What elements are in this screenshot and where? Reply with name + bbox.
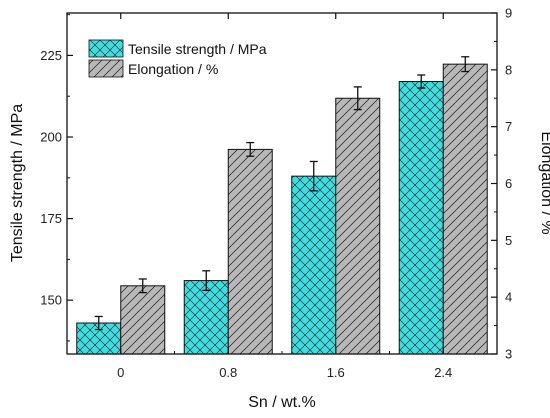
- right-tick-label: 8: [505, 62, 512, 77]
- legend-swatch-elongation: [88, 59, 124, 78]
- x-tick-label: 1.6: [327, 365, 345, 380]
- x-tick-label: 0: [117, 365, 124, 380]
- bar-elongation-2.4: [442, 63, 488, 355]
- left-axis-title: Tensile strength / MPa: [9, 104, 26, 262]
- bar-elongation-1.6: [335, 97, 381, 355]
- error-bar-elongation-0: [138, 278, 147, 294]
- x-axis-title: Sn / wt.%: [248, 394, 316, 411]
- right-tick-label: 5: [505, 233, 512, 248]
- right-axis-title: Elongation / %: [538, 131, 550, 234]
- error-bar-elongation-0.8: [246, 141, 255, 157]
- left-axis: 150 175 200 225: [40, 14, 73, 342]
- error-bar-tensile-1.6: [309, 160, 318, 192]
- legend-label-elongation: Elongation / %: [128, 61, 218, 77]
- x-tick-label: 2.4: [434, 365, 452, 380]
- legend-swatch-tensile: [88, 39, 124, 58]
- error-bars-layer: [94, 56, 470, 331]
- error-bar-elongation-2.4: [461, 56, 470, 73]
- bar-tensile-1.6: [291, 175, 337, 355]
- error-bar-tensile-0: [94, 315, 103, 331]
- error-bar-elongation-1.6: [353, 86, 362, 111]
- bar-tensile-0.8: [183, 280, 229, 355]
- left-tick-label: 175: [40, 211, 62, 226]
- right-tick-label: 3: [505, 347, 512, 362]
- right-tick-label: 6: [505, 176, 512, 191]
- error-bar-tensile-0.8: [202, 270, 211, 292]
- right-axis: 3 4 5 6 7 8 9: [491, 6, 512, 362]
- left-tick-label: 225: [40, 48, 62, 63]
- legend: Tensile strength / MPa Elongation / %: [88, 39, 267, 78]
- bar-tensile-2.4: [398, 81, 444, 355]
- x-axis: 0 0.8 1.6 2.4: [117, 13, 452, 380]
- left-tick-label: 200: [40, 130, 62, 145]
- error-bar-tensile-2.4: [417, 74, 426, 89]
- legend-label-tensile: Tensile strength / MPa: [128, 41, 267, 57]
- right-tick-label: 9: [505, 6, 512, 21]
- right-tick-label: 4: [505, 290, 512, 305]
- x-tick-label: 0.8: [219, 365, 237, 380]
- bar-elongation-0: [120, 285, 166, 355]
- bars-layer: [76, 63, 488, 355]
- left-tick-label: 150: [40, 293, 62, 308]
- bar-elongation-0.8: [227, 148, 273, 355]
- right-tick-label: 7: [505, 119, 512, 134]
